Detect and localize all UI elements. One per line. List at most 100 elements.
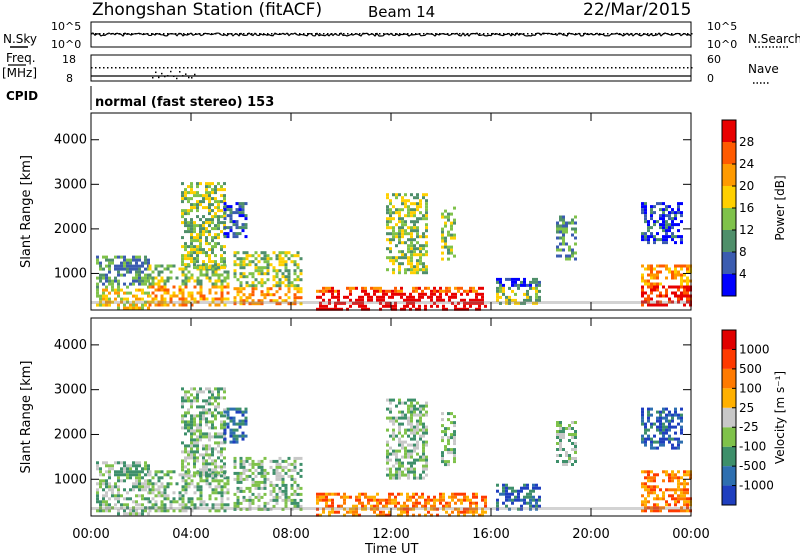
- velocity-cell: [284, 504, 288, 508]
- velocity-cell: [166, 473, 170, 477]
- power-cell: [349, 292, 352, 296]
- power-cell: [223, 211, 227, 215]
- velocity-cell: [422, 422, 425, 426]
- power-cell: [416, 202, 419, 206]
- power-cell: [217, 218, 220, 222]
- power-cell: [662, 294, 665, 298]
- velocity-cell: [214, 417, 217, 421]
- power-cell: [102, 282, 105, 286]
- velocity-cell: [451, 495, 454, 499]
- power-cell: [235, 220, 239, 224]
- power-cell: [126, 291, 129, 295]
- velocity-cell: [439, 498, 442, 502]
- power-cell: [151, 276, 155, 280]
- velocity-cell: [532, 498, 535, 502]
- power-cell: [148, 273, 152, 277]
- velocity-cell: [217, 390, 220, 394]
- nsearch-dot: [239, 33, 241, 35]
- velocity-cell: [647, 428, 650, 432]
- power-cell: [444, 239, 447, 243]
- velocity-cell: [644, 503, 647, 507]
- velocity-cell: [157, 494, 161, 498]
- nsearch-dot: [159, 33, 161, 35]
- power-cell: [441, 215, 444, 219]
- velocity-cell: [211, 488, 215, 492]
- velocity-cell: [214, 476, 218, 480]
- velocity-cell: [120, 473, 123, 477]
- velocity-cell: [529, 504, 532, 508]
- power-cell: [226, 226, 230, 230]
- velocity-cell: [211, 390, 214, 394]
- nave-dot: [179, 71, 181, 73]
- velocity-cell: [251, 459, 255, 463]
- velocity-cell: [123, 461, 126, 465]
- velocity-cell: [226, 491, 230, 495]
- velocity-cell: [223, 422, 227, 426]
- velocity-cell: [398, 401, 401, 405]
- velocity-cell: [266, 471, 270, 475]
- power-cell: [410, 265, 413, 269]
- velocity-cell: [141, 497, 144, 501]
- power-cell: [674, 276, 677, 280]
- power-cell: [138, 288, 141, 292]
- velocity-cell: [181, 488, 185, 492]
- velocity-cell: [334, 492, 337, 496]
- velocity-cell: [214, 435, 217, 439]
- power-cell: [415, 289, 418, 293]
- power-cell: [413, 271, 416, 275]
- nave-dot: [187, 67, 189, 69]
- power-cell: [217, 200, 220, 204]
- nsearch-dot: [195, 33, 197, 35]
- velocity-cell: [190, 456, 193, 460]
- velocity-cell: [389, 398, 392, 402]
- power-cell: [239, 260, 243, 264]
- power-cell: [205, 185, 208, 189]
- power-cell: [151, 285, 155, 289]
- power-cell: [181, 279, 185, 283]
- velocity-cell: [208, 435, 211, 439]
- power-cell: [114, 279, 117, 283]
- velocity-cell: [151, 503, 155, 507]
- velocity-cell: [108, 488, 111, 492]
- power-cell: [138, 255, 141, 259]
- power-cell: [102, 267, 105, 271]
- power-cell: [169, 300, 173, 304]
- power-cell: [662, 211, 665, 215]
- velocity-cell: [199, 426, 202, 430]
- power-cell: [662, 220, 665, 224]
- power-cell: [126, 306, 129, 310]
- velocity-cell: [644, 437, 647, 441]
- power-cell: [392, 211, 395, 215]
- velocity-colorbar-tick-label: -500: [739, 459, 766, 473]
- nsearch-dot: [131, 33, 133, 35]
- power-cell: [535, 283, 538, 287]
- velocity-colorbar-swatch: [722, 446, 736, 467]
- velocity-cell: [422, 443, 425, 447]
- power-cell: [208, 221, 211, 225]
- power-cell: [138, 297, 141, 301]
- velocity-cell: [410, 449, 413, 453]
- velocity-cell: [565, 454, 568, 457]
- power-cell: [674, 223, 677, 227]
- power-cell: [392, 193, 395, 197]
- velocity-cell: [415, 492, 418, 496]
- nsearch-dot: [379, 33, 381, 35]
- power-cell: [680, 241, 683, 245]
- power-cell: [358, 295, 361, 299]
- power-cell: [403, 304, 406, 308]
- velocity-cell: [523, 483, 526, 487]
- velocity-cell: [138, 473, 141, 477]
- power-cell: [418, 295, 421, 299]
- power-cell: [144, 276, 147, 280]
- velocity-cell: [574, 460, 577, 463]
- velocity-cell: [422, 464, 425, 468]
- velocity-cell: [223, 420, 226, 424]
- power-cell: [325, 304, 328, 308]
- velocity-cell: [337, 492, 340, 496]
- power-cell: [386, 208, 389, 212]
- velocity-cell: [410, 461, 413, 465]
- velocity-cell: [135, 467, 138, 471]
- power-cell: [404, 220, 407, 224]
- velocity-cell: [260, 465, 264, 469]
- velocity-cell: [223, 426, 226, 430]
